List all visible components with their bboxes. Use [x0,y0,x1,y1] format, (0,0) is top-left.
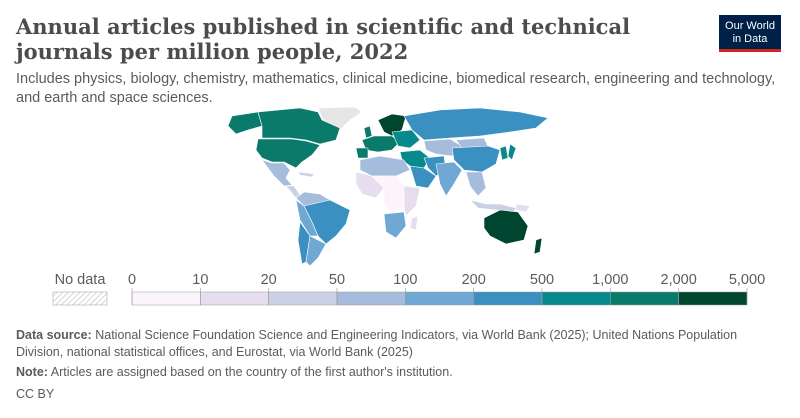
owid-logo[interactable]: Our World in Data [719,15,781,52]
region-usa[interactable] [255,138,321,169]
region-papua[interactable] [515,203,531,213]
region-andes[interactable] [295,199,319,237]
region-southeast-asia[interactable] [465,171,487,197]
source-text: National Science Foundation Science and … [16,328,738,359]
chart-title: Annual articles published in scientific … [16,14,631,64]
region-canada[interactable] [257,107,341,145]
legend-no-data-swatch[interactable] [52,291,108,306]
region-east-africa[interactable] [403,185,421,217]
legend-tick-label: 200 [462,272,486,288]
legend-no-data-label: No data [55,272,107,288]
legend-bin-100-200[interactable] [405,291,474,306]
logo-line-2: in Data [732,33,768,45]
legend-tick-label: 1,000 [592,272,628,288]
note-text: Articles are assigned based on the count… [50,365,453,379]
note-label: Note: [16,365,48,379]
footer-source: Data source: National Science Foundation… [16,327,786,361]
legend-bin-0-10[interactable] [131,291,201,306]
region-eastern-europe[interactable] [391,129,421,149]
region-southern-africa[interactable] [383,211,407,239]
region-argentina[interactable] [305,235,327,267]
legend-tick-label: 500 [530,272,554,288]
chart-subtitle: Includes physics, biology, chemistry, ma… [16,71,776,106]
region-chile[interactable] [297,221,311,265]
legend-bin-200-500[interactable] [473,291,543,306]
region-caribbean[interactable] [297,171,315,178]
region-alaska[interactable] [227,111,263,135]
region-indonesia[interactable] [469,199,517,213]
world-map [227,106,549,267]
region-uk[interactable] [363,125,373,139]
region-north-africa[interactable] [359,155,411,177]
source-label: Data source: [16,328,92,342]
region-australia[interactable] [483,209,529,245]
region-iberia[interactable] [355,147,369,159]
legend-tick-label: 0 [128,272,136,288]
legend-tick-label: 100 [393,272,417,288]
color-legend: No data 0 10 20 50 100 200 500 1,000 2,000 5,000 [52,272,765,306]
region-scandinavia[interactable] [377,113,407,137]
region-new-zealand[interactable] [533,237,543,255]
region-madagascar[interactable] [409,215,419,231]
legend-bin-20-50[interactable] [268,291,338,306]
license[interactable]: CC BY [16,387,55,401]
legend-bin-2,000-5,000[interactable] [678,291,748,306]
legend-bin-50-100[interactable] [336,291,406,306]
region-japan-korea[interactable] [499,143,517,161]
legend-bin-500-1,000[interactable] [541,291,611,306]
legend-bin-10-20[interactable] [200,291,269,306]
legend-tick-label: 50 [329,272,345,288]
logo-line-1: Our World [725,20,775,32]
region-south-asia[interactable] [435,161,463,197]
legend-tick-label: 2,000 [661,272,697,288]
legend-tick-label: 20 [261,272,277,288]
region-china[interactable] [451,145,501,173]
footer-note: Note: Articles are assigned based on the… [16,364,786,381]
region-russia[interactable] [403,107,549,141]
region-mexico[interactable] [261,159,293,187]
region-arabia[interactable] [409,165,437,189]
legend-tick-label: 10 [192,272,208,288]
legend-tick-label: 5,000 [729,272,765,288]
logo-accent-bar [719,49,781,52]
region-central-africa[interactable] [371,175,409,215]
legend-bin-1,000-2,000[interactable] [610,291,679,306]
region-central-america[interactable] [285,185,301,199]
